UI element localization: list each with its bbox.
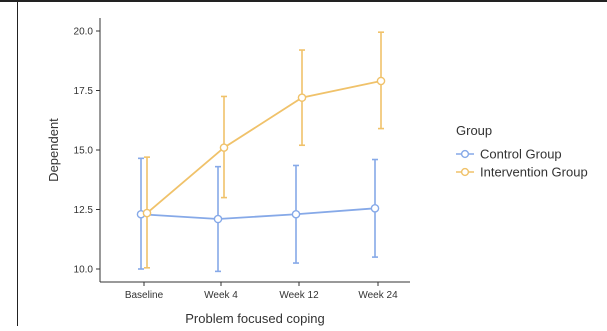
y-axis-label: Dependent <box>46 118 61 182</box>
series-layer <box>136 31 386 273</box>
y-tick-label: 10.0 <box>74 265 94 276</box>
series-line <box>146 80 382 214</box>
x-tick-label: Week 12 <box>279 290 319 301</box>
legend: Group Control Group Intervention Group <box>456 123 588 180</box>
y-tick-label: 15.0 <box>74 146 94 157</box>
legend-swatch-point <box>460 167 470 177</box>
x-tick-label: Baseline <box>125 290 164 301</box>
data-point <box>142 208 152 218</box>
data-point <box>370 204 380 213</box>
data-point <box>297 93 307 102</box>
series-1 <box>142 31 386 269</box>
y-tick-label: 20.0 <box>74 27 94 38</box>
legend-entry-label: Intervention Group <box>480 165 588 180</box>
x-tick-label: Week 4 <box>204 290 238 301</box>
left-border <box>17 0 18 326</box>
data-point <box>291 209 301 219</box>
y-tick-label: 12.5 <box>74 205 94 216</box>
series-line <box>140 207 376 220</box>
x-tick-label: Week 24 <box>358 290 398 301</box>
legend-entry-label: Control Group <box>480 147 562 162</box>
data-point <box>376 76 386 86</box>
axes: 10.0 12.5 15.0 17.5 20.0 Baseline Week 4 Week 1… <box>46 18 410 326</box>
x-axis-label: Problem focused coping <box>185 311 324 326</box>
legend-title: Group <box>456 123 492 138</box>
top-border <box>0 0 607 2</box>
series-0 <box>136 157 380 273</box>
y-tick-label: 17.5 <box>74 86 94 97</box>
data-point <box>219 143 229 152</box>
legend-swatch-point <box>460 149 470 159</box>
data-point <box>213 214 223 224</box>
